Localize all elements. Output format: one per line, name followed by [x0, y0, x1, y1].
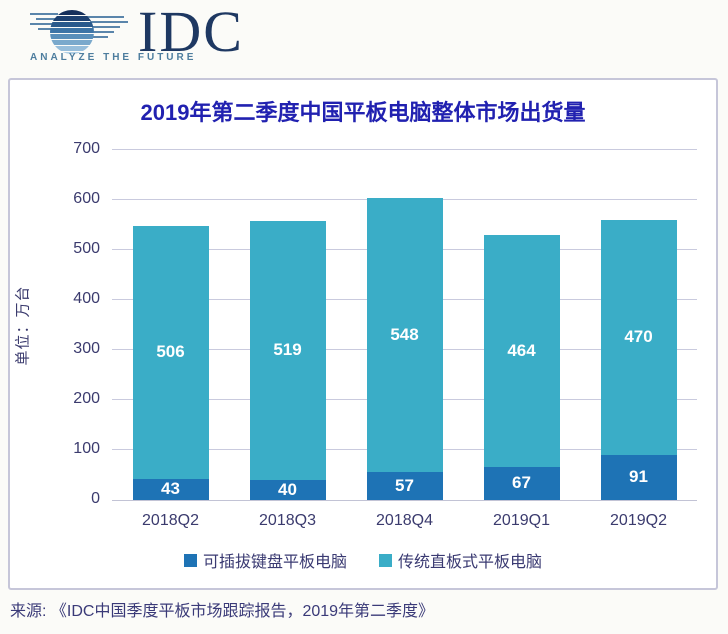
- y-tick-label: 500: [73, 240, 100, 257]
- y-tick-label: 400: [73, 290, 100, 307]
- bar-value-label: 464: [507, 340, 536, 360]
- bar-value-label: 519: [273, 340, 302, 360]
- x-tick-label: 2018Q4: [376, 512, 433, 529]
- y-tick-label: 300: [73, 340, 100, 357]
- gridline: [112, 149, 697, 150]
- y-tick-label: 600: [73, 190, 100, 207]
- x-tick-label: 2019Q2: [610, 512, 667, 529]
- bar-value-label: 548: [390, 324, 419, 344]
- plot-area: 506 43 519 40 548 57 464 67 470 91: [112, 149, 697, 500]
- idc-logo: IDC ANALYZE THE FUTURE: [28, 0, 268, 74]
- idc-logo-tagline: ANALYZE THE FUTURE: [30, 52, 197, 63]
- source-note: 来源: 《IDC中国季度平板市场跟踪报告，2019年第二季度》: [10, 603, 435, 620]
- y-axis-title: 单位：万台: [14, 285, 32, 366]
- bar-segment-传统直板式平板电脑: 506: [132, 225, 209, 479]
- bar-segment-可插拔键盘平板电脑: 57: [366, 471, 443, 500]
- chart-title: 2019年第二季度中国平板电脑整体市场出货量: [140, 100, 586, 125]
- bar-segment-可插拔键盘平板电脑: 43: [132, 478, 209, 500]
- bar-value-label: 470: [624, 327, 653, 346]
- bar-2019Q1: 464 67: [483, 234, 560, 500]
- bar-value-label: 506: [156, 342, 185, 361]
- bar-2018Q2: 506 43: [132, 225, 209, 500]
- legend-swatch-icon: [183, 553, 197, 567]
- bar-2018Q4: 548 57: [366, 197, 443, 500]
- bar-segment-可插拔键盘平板电脑: 67: [483, 466, 560, 500]
- bar-segment-传统直板式平板电脑: 548: [366, 197, 443, 472]
- y-tick-label: 200: [73, 390, 100, 407]
- bar-2018Q3: 519 40: [249, 220, 326, 500]
- bar-segment-传统直板式平板电脑: 519: [249, 220, 326, 480]
- idc-globe-icon: [30, 10, 128, 54]
- idc-logo-text: IDC: [138, 0, 244, 64]
- bar-value-label: 57: [395, 475, 414, 495]
- y-tick-label: 700: [73, 140, 100, 157]
- chart-panel: 2019年第二季度中国平板电脑整体市场出货量 单位：万台 506 43 519 40 5…: [8, 78, 718, 590]
- legend-label: 传统直板式平板电脑: [398, 554, 543, 571]
- bar-value-label: 43: [161, 479, 180, 499]
- chart-legend: 可插拔键盘平板电脑 传统直板式平板电脑: [10, 548, 716, 572]
- legend-item: 传统直板式平板电脑: [379, 548, 542, 572]
- x-tick-label: 2018Q2: [142, 512, 199, 529]
- bar-segment-传统直板式平板电脑: 470: [600, 219, 677, 455]
- x-axis-line: [112, 500, 697, 501]
- legend-label: 可插拔键盘平板电脑: [202, 554, 347, 571]
- bar-value-label: 91: [629, 467, 648, 487]
- bar-segment-传统直板式平板电脑: 464: [483, 234, 560, 467]
- bar-value-label: 67: [512, 473, 531, 493]
- bar-2019Q2: 470 91: [600, 219, 677, 500]
- bar-segment-可插拔键盘平板电脑: 40: [249, 480, 326, 500]
- bar-segment-可插拔键盘平板电脑: 91: [600, 454, 677, 500]
- x-tick-label: 2018Q3: [259, 512, 316, 529]
- y-tick-label: 0: [91, 490, 100, 507]
- legend-swatch-icon: [379, 553, 392, 567]
- y-tick-label: 100: [73, 440, 100, 457]
- chart-area: 2019年第二季度中国平板电脑整体市场出货量 单位：万台 506 43 519 40 5…: [10, 80, 716, 588]
- bar-value-label: 40: [278, 480, 297, 499]
- legend-item: 可插拔键盘平板电脑: [183, 548, 347, 572]
- x-tick-label: 2019Q1: [493, 512, 550, 529]
